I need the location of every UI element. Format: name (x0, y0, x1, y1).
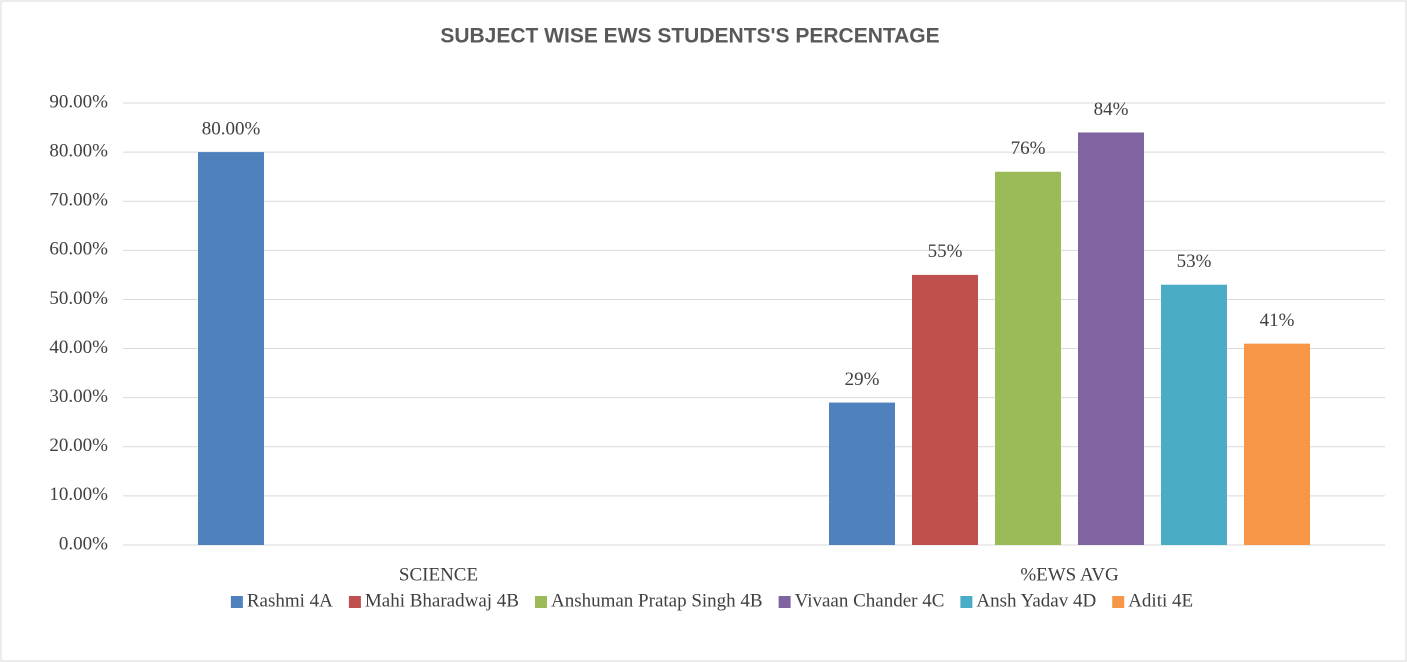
legend-swatch (778, 596, 791, 608)
bar (198, 152, 264, 545)
y-tick-label: 50.00% (49, 288, 108, 309)
data-label: 53% (1177, 251, 1212, 272)
data-label: 29% (845, 369, 880, 390)
x-tick-label: SCIENCE (399, 564, 478, 585)
legend-swatch (1112, 596, 1125, 608)
legend-swatch (348, 596, 361, 608)
y-tick-label: 80.00% (49, 140, 108, 161)
chart-title: SUBJECT WISE EWS STUDENTS'S PERCENTAGE (440, 25, 939, 48)
data-label: 84% (1094, 99, 1129, 120)
data-label: 76% (1011, 138, 1046, 159)
data-label: 55% (928, 241, 963, 262)
legend-swatch (534, 596, 547, 608)
y-tick-label: 90.00% (49, 91, 108, 112)
y-tick-label: 30.00% (49, 386, 108, 407)
legend-label: Anshuman Pratap Singh 4B (551, 590, 763, 611)
y-tick-label: 20.00% (49, 435, 108, 456)
data-label: 41% (1260, 310, 1295, 331)
legend-label: Rashmi 4A (247, 590, 333, 611)
bar (995, 171, 1061, 545)
y-tick-label: 40.00% (49, 337, 108, 358)
y-tick-label: 60.00% (49, 239, 108, 260)
legend-swatch (960, 596, 973, 608)
legend-label: Mahi Bharadwaj 4B (365, 590, 519, 611)
y-tick-label: 70.00% (49, 190, 108, 211)
x-tick-label: %EWS AVG (1020, 564, 1119, 585)
bar (912, 274, 978, 545)
y-tick-label: 0.00% (59, 533, 108, 554)
bar (1078, 132, 1144, 545)
bar (829, 402, 895, 545)
legend-label: Vivaan Chander 4C (795, 590, 945, 611)
bar (1161, 284, 1227, 545)
legend-label: Aditi 4E (1128, 590, 1193, 611)
data-label: 80.00% (202, 118, 261, 139)
y-tick-label: 10.00% (49, 484, 108, 505)
bar (1244, 343, 1310, 545)
legend-swatch (230, 596, 243, 608)
legend-label: Ansh Yadav 4D (976, 590, 1096, 611)
